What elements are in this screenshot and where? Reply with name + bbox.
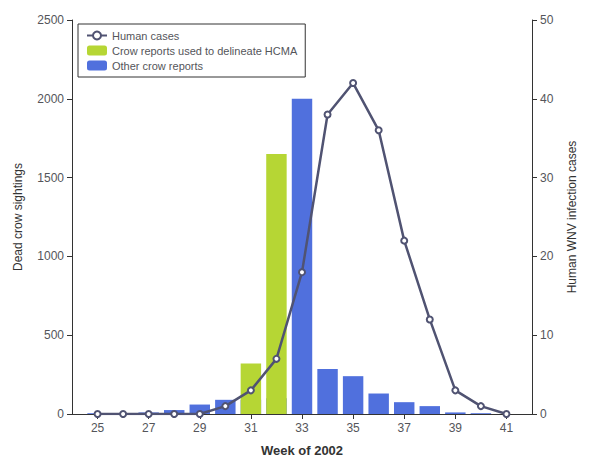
svg-text:40: 40 (540, 92, 554, 106)
svg-text:20: 20 (540, 249, 554, 263)
svg-text:39: 39 (449, 421, 463, 435)
svg-text:37: 37 (398, 421, 412, 435)
svg-text:29: 29 (193, 421, 207, 435)
svg-text:10: 10 (540, 328, 554, 342)
svg-text:30: 30 (540, 171, 554, 185)
svg-text:0: 0 (57, 407, 64, 421)
svg-text:50: 50 (540, 13, 554, 27)
svg-text:500: 500 (44, 328, 64, 342)
svg-text:35: 35 (346, 421, 360, 435)
svg-text:1500: 1500 (37, 171, 64, 185)
svg-text:Other crow reports: Other crow reports (112, 60, 204, 72)
svg-text:25: 25 (91, 421, 105, 435)
svg-text:1000: 1000 (37, 249, 64, 263)
svg-text:41: 41 (500, 421, 514, 435)
svg-text:31: 31 (244, 421, 258, 435)
svg-text:27: 27 (142, 421, 156, 435)
svg-text:Dead crow sightings: Dead crow sightings (11, 163, 25, 271)
svg-text:Human cases: Human cases (112, 30, 180, 42)
svg-text:Crow reports used to delineate: Crow reports used to delineate HCMA (112, 45, 298, 57)
svg-text:Week of 2002: Week of 2002 (261, 443, 343, 458)
svg-text:Human WNV infection cases: Human WNV infection cases (565, 141, 579, 294)
svg-text:0: 0 (540, 407, 547, 421)
svg-text:2500: 2500 (37, 13, 64, 27)
svg-text:2000: 2000 (37, 92, 64, 106)
svg-text:33: 33 (295, 421, 309, 435)
